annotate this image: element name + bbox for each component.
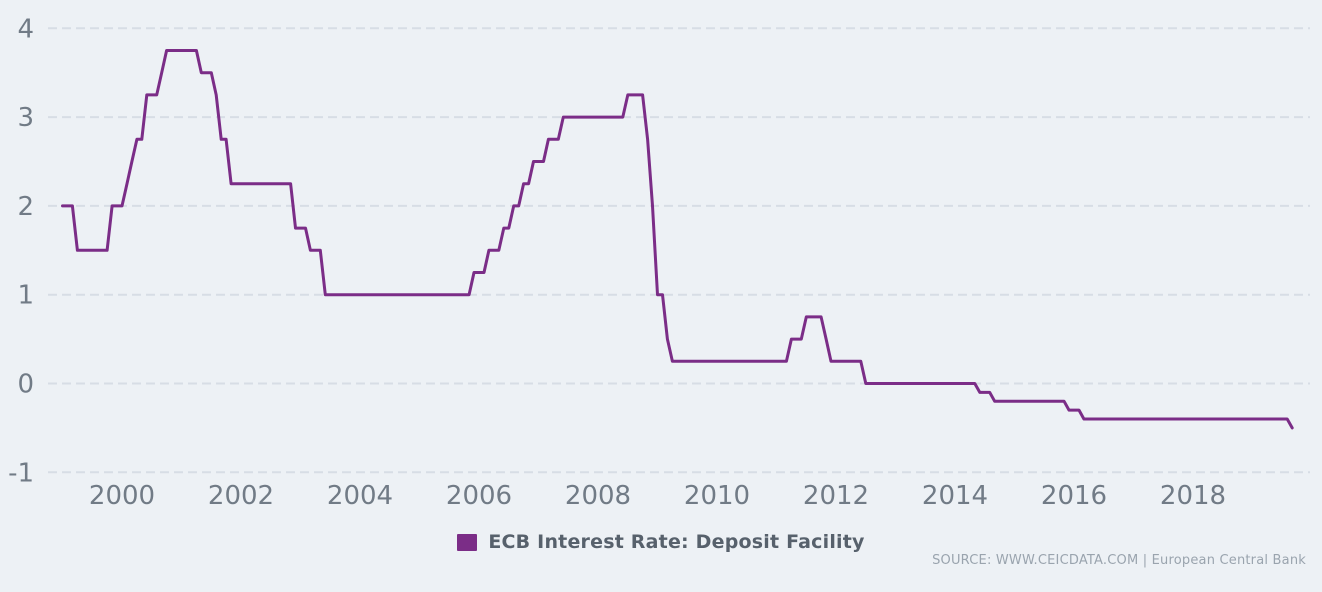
y-tick-label: 0 [17,370,34,400]
x-tick-label: 2000 [89,481,155,511]
x-tick-label: 2012 [803,481,869,511]
y-tick-label: 1 [17,281,34,311]
y-tick-label: 2 [17,192,34,222]
legend-swatch-icon [457,533,478,551]
x-tick-label: 2002 [208,481,274,511]
y-tick-label: -1 [8,458,34,488]
legend-label: ECB Interest Rate: Deposit Facility [488,531,865,553]
y-tick-label: 3 [17,103,34,133]
x-tick-label: 2016 [1041,481,1107,511]
x-tick-label: 2006 [446,481,512,511]
x-tick-label: 2008 [565,481,631,511]
x-tick-label: 2018 [1160,481,1226,511]
legend: ECB Interest Rate: Deposit Facility [0,531,1322,553]
x-tick-label: 2014 [922,481,988,511]
y-tick-label: 4 [17,14,34,44]
x-tick-label: 2010 [684,481,750,511]
source-attribution: SOURCE: WWW.CEICDATA.COM | European Cent… [932,553,1306,568]
x-tick-label: 2004 [327,481,393,511]
rate-line [61,49,1294,430]
